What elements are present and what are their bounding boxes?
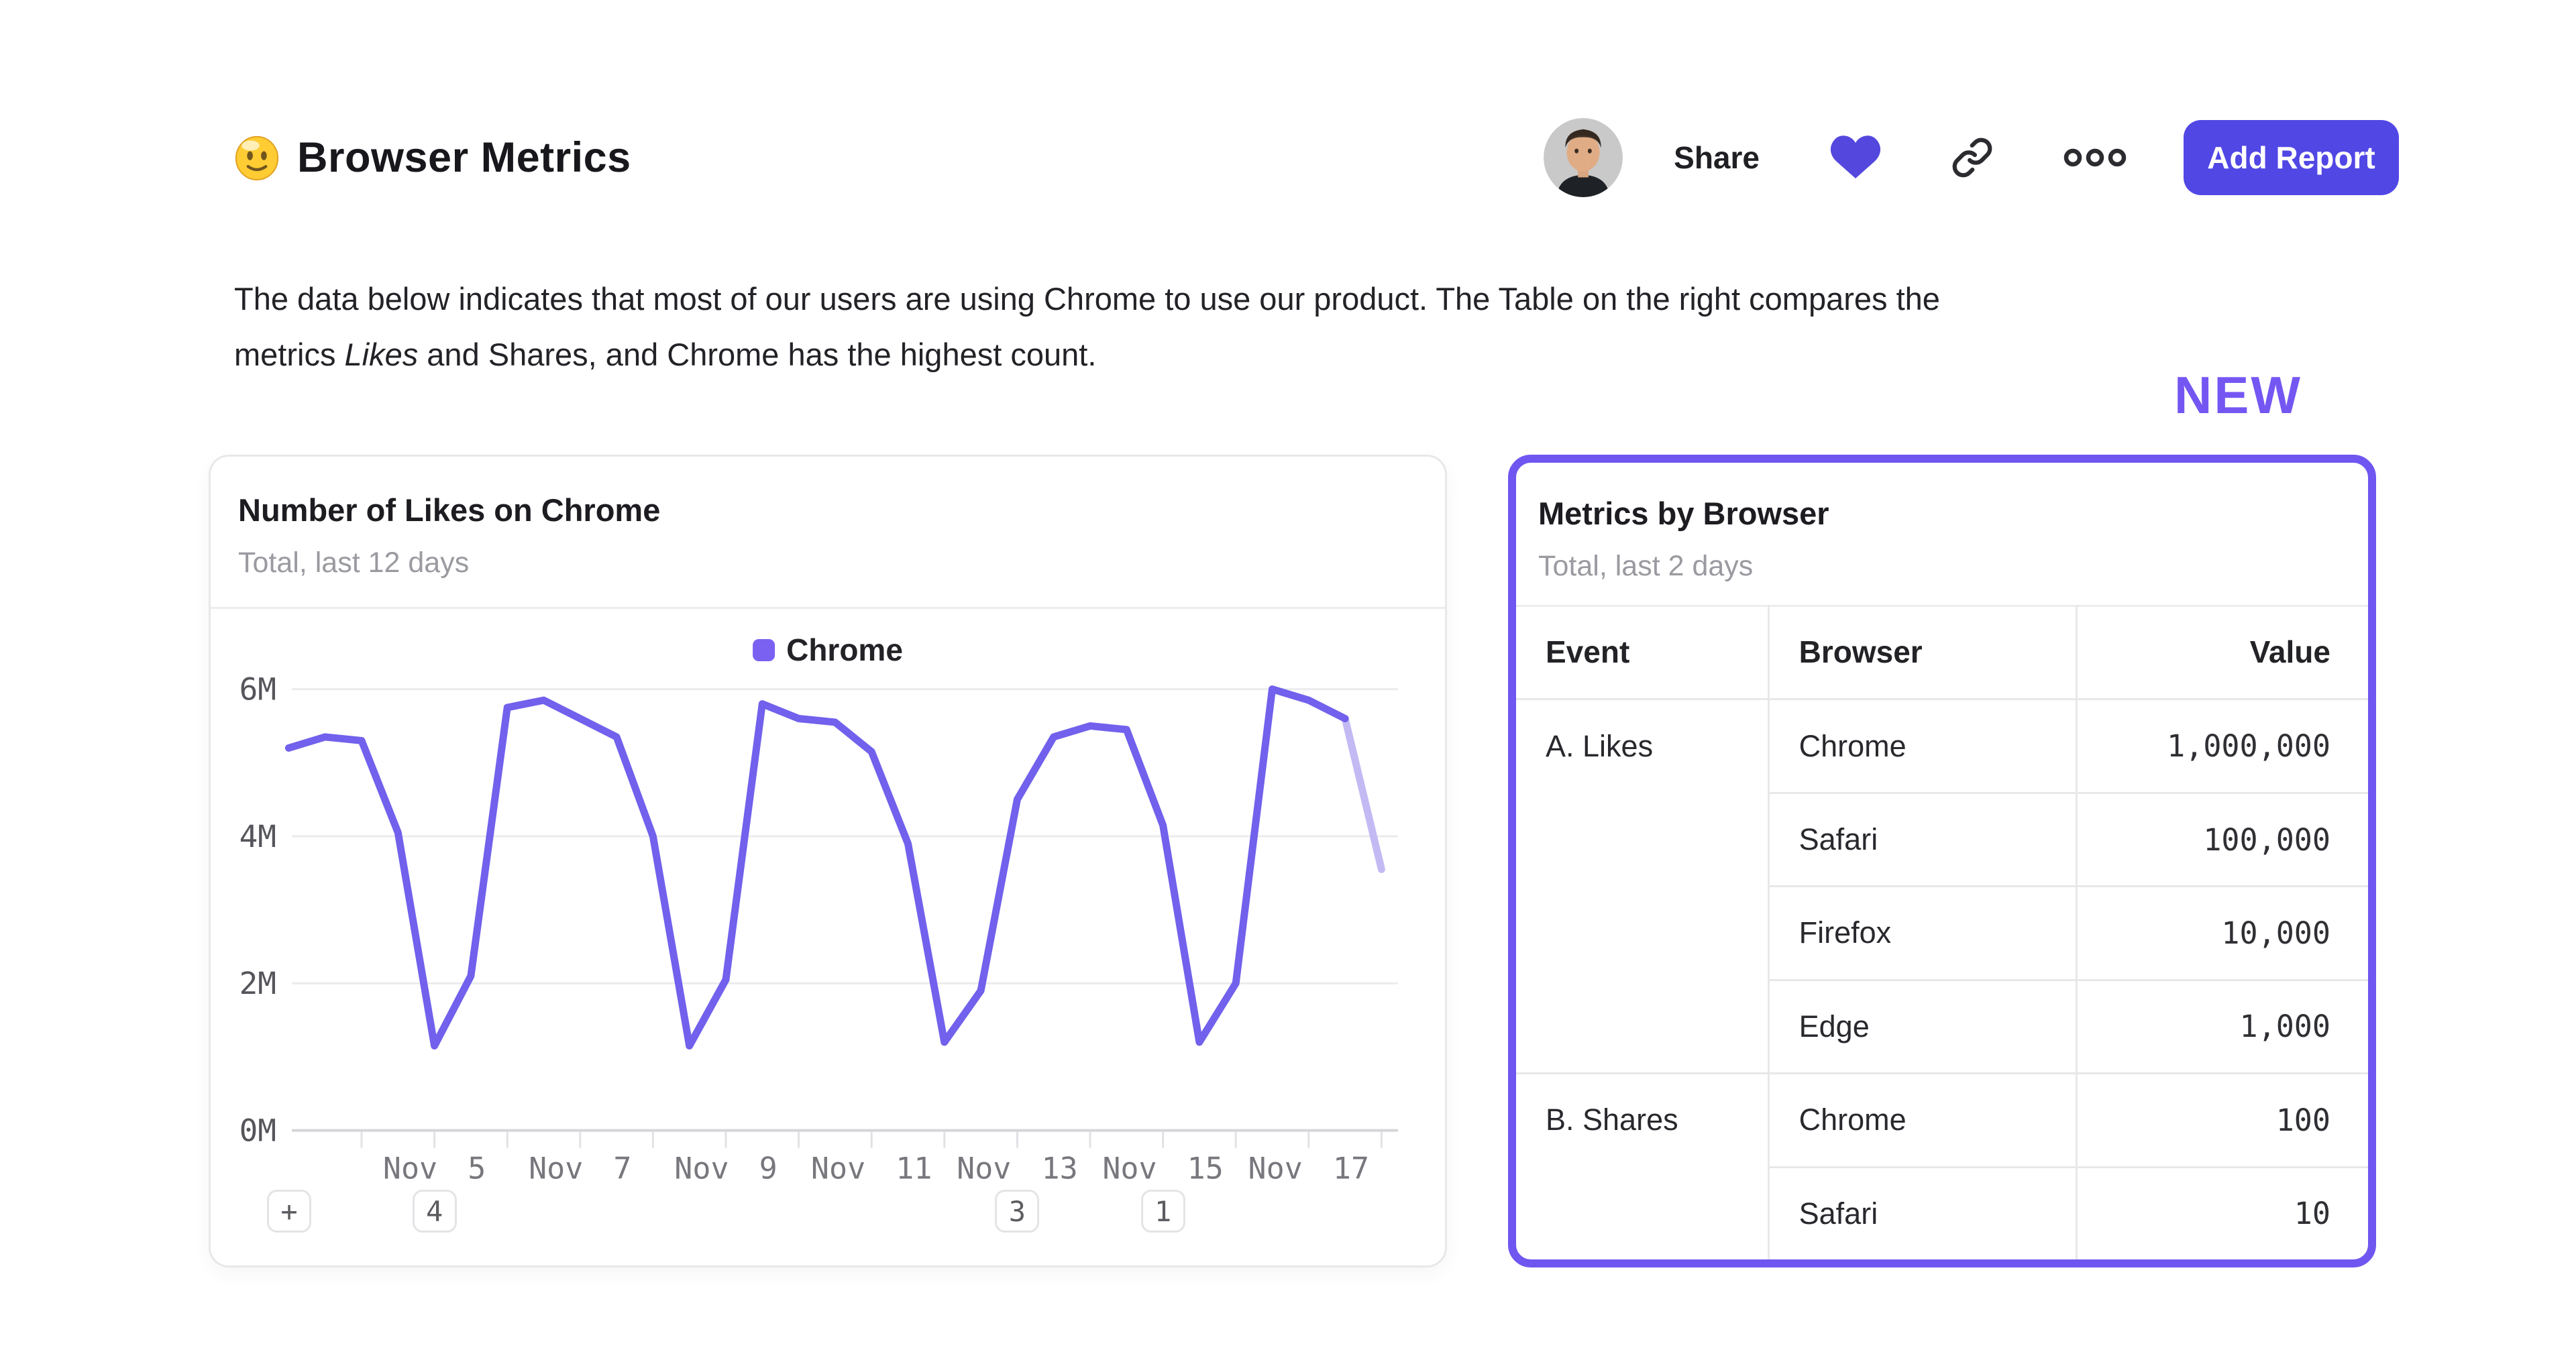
header-controls: Share Add Report [1544, 107, 2399, 208]
chart-area: Chrome 0M 2M 4M 6M Nov 5 Nov 7 Nov 9 Nov 11 Nov … [211, 609, 1445, 1265]
event-cell [1516, 979, 1768, 1072]
chart-card: Number of Likes on Chrome Total, last 12… [209, 455, 1447, 1267]
ellipsis-icon [2063, 148, 2127, 167]
annotation-badge-1[interactable]: 1 [1140, 1190, 1185, 1233]
y-axis-label: 0M [239, 1113, 276, 1149]
value-cell: 10,000 [2076, 885, 2368, 979]
more-options-button[interactable] [2063, 146, 2127, 169]
table-card-subtitle: Total, last 2 days [1538, 550, 1754, 582]
page-title: Browser Metrics [297, 134, 631, 181]
event-cell [1516, 792, 1768, 885]
description-text: The data below indicates that most of ou… [234, 271, 2421, 382]
browser-cell: Safari [1767, 1166, 2076, 1259]
browser-cell: Safari [1767, 791, 2076, 886]
metrics-table-card: Metrics by Browser Total, last 2 days Ev… [1508, 455, 2376, 1267]
chart-card-header: Number of Likes on Chrome Total, last 12… [211, 457, 1445, 609]
favorite-button[interactable] [1829, 134, 1882, 181]
annotation-badge-4[interactable]: 4 [412, 1190, 457, 1233]
table-card-header: Metrics by Browser Total, last 2 days [1516, 463, 2368, 607]
x-axis-label: Nov 13 [957, 1150, 1078, 1186]
column-header-event: Event [1546, 634, 1630, 669]
table-card-title: Metrics by Browser [1538, 496, 1829, 531]
x-axis-label: Nov 15 [1102, 1150, 1224, 1186]
avatar[interactable] [1544, 118, 1623, 197]
x-axis-label: Nov 17 [1248, 1150, 1370, 1186]
slightly-smiling-face-emoji [235, 135, 279, 180]
line-chart: 0M 2M 4M 6M Nov 5 Nov 7 Nov 9 Nov 11 Nov 13 Nov 1… [239, 671, 1398, 1186]
chart-line-faded-segment [1341, 715, 1385, 873]
legend-swatch [753, 638, 775, 661]
column-header-browser: Browser [1767, 605, 2076, 699]
value-cell: 10 [2076, 1166, 2368, 1259]
x-axis-label: Nov 11 [811, 1150, 932, 1186]
value-cell: 100,000 [2076, 791, 2368, 886]
description-line-2: metrics Likes and Shares, and Chrome has… [234, 337, 1097, 372]
x-axis-label: Nov 7 [529, 1150, 631, 1186]
add-report-button[interactable]: Add Report [2184, 120, 2399, 195]
x-axis-label: Nov 9 [674, 1150, 777, 1186]
title-wrap: Browser Metrics [234, 107, 631, 208]
y-axis-label: 6M [239, 671, 276, 708]
event-cell: A. Likes [1516, 698, 1768, 791]
value-cell: 100 [2076, 1072, 2368, 1166]
top-bar: Browser Metrics Share [234, 107, 2399, 208]
y-axis-label: 2M [239, 965, 276, 1001]
new-label: NEW [2174, 365, 2302, 425]
chart-card-title: Number of Likes on Chrome [238, 492, 661, 528]
column-header-value: Value [2076, 605, 2368, 699]
x-axis-label: Nov 5 [383, 1150, 486, 1186]
event-cell [1516, 885, 1768, 978]
chart-card-subtitle: Total, last 12 days [238, 547, 470, 579]
browser-cell: Firefox [1767, 885, 2076, 979]
copy-link-button[interactable] [1951, 137, 1993, 178]
chart-line-chrome [284, 685, 1349, 1050]
browser-cell: Chrome [1767, 1072, 2076, 1166]
italic-word: Likes [344, 337, 419, 372]
browser-cell: Edge [1767, 978, 2076, 1073]
add-annotation-button[interactable]: + [267, 1190, 311, 1233]
heart-icon [1830, 135, 1881, 178]
annotation-badge-3[interactable]: 3 [995, 1190, 1040, 1233]
event-cell: B. Shares [1516, 1072, 1768, 1166]
metrics-table: Event Browser Value A. Likes Chrome 1,000,000… [1516, 605, 2368, 1259]
legend-item-chrome[interactable]: Chrome [753, 632, 903, 668]
description-line-1: The data below indicates that most of ou… [234, 281, 1940, 317]
y-axis-label: 4M [239, 818, 276, 854]
event-cell [1516, 1166, 1768, 1259]
value-cell: 1,000 [2076, 978, 2368, 1073]
link-icon [1952, 137, 1992, 178]
share-button[interactable]: Share [1674, 140, 1760, 175]
value-cell: 1,000,000 [2076, 698, 2368, 792]
legend-label: Chrome [786, 632, 903, 667]
browser-cell: Chrome [1767, 698, 2076, 792]
